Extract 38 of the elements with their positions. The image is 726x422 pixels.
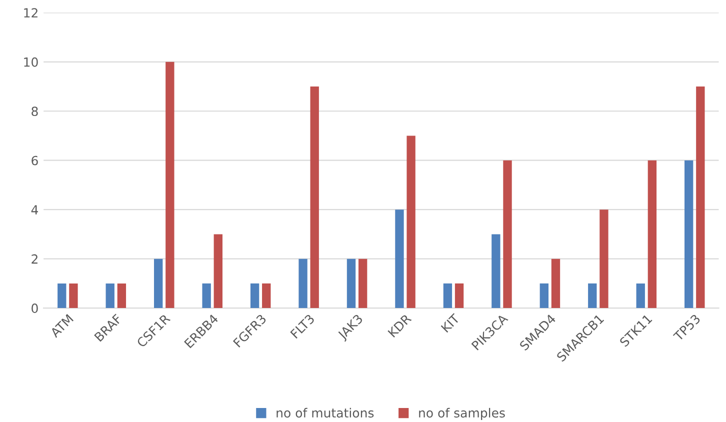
bar [684, 160, 694, 308]
bar [600, 210, 608, 308]
bar [117, 283, 126, 308]
bar [636, 283, 645, 308]
bar [503, 160, 512, 308]
bar [262, 283, 271, 308]
bar [58, 283, 66, 308]
bar [551, 258, 560, 308]
bar [648, 160, 657, 308]
y-tick-label: 0 [32, 304, 38, 313]
bar [154, 258, 163, 308]
bar [310, 86, 319, 308]
bar [406, 136, 416, 308]
bar [106, 283, 114, 308]
bar [443, 283, 452, 308]
y-tick-label: 6 [32, 156, 38, 166]
bar [250, 283, 260, 308]
bar [166, 62, 174, 308]
bar [358, 258, 368, 308]
y-tick-label: 2 [32, 254, 38, 264]
y-tick-label: 8 [32, 106, 38, 116]
bar [588, 283, 597, 308]
bar [214, 234, 222, 308]
bar [696, 86, 705, 308]
bar [454, 283, 464, 308]
bar [69, 283, 78, 308]
bar [540, 283, 548, 308]
bar [346, 258, 356, 308]
legend-label: no of samples [419, 408, 505, 420]
bar [202, 283, 211, 308]
bar [298, 258, 308, 308]
y-tick-label: 10 [24, 57, 38, 67]
y-tick-label: 4 [31, 205, 38, 214]
x-tick-label: KIT [440, 313, 460, 333]
legend-label: no of mutations [276, 408, 374, 418]
bar [492, 234, 500, 308]
bar [395, 210, 404, 308]
y-tick-label: 12 [24, 8, 38, 18]
